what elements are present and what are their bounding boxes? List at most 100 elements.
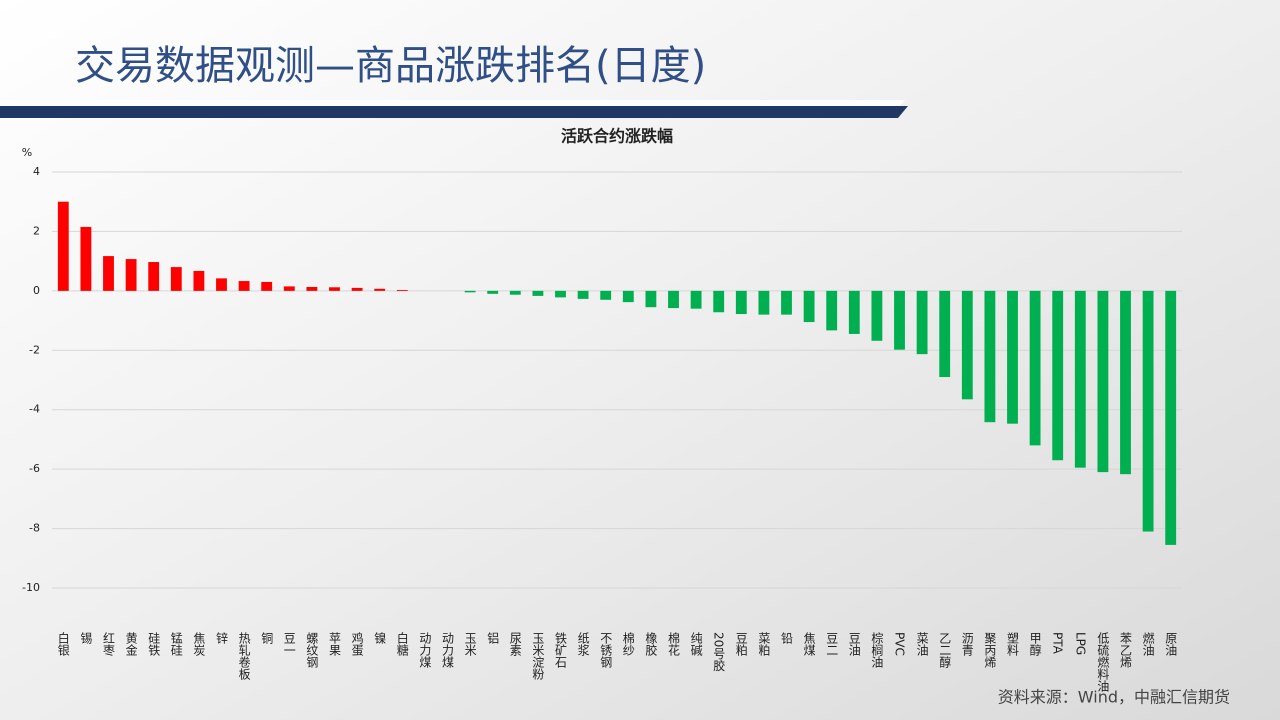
x-tick-label: 黄金 (124, 632, 138, 656)
bar (871, 290, 883, 341)
bar (1029, 290, 1041, 446)
bar (577, 290, 589, 299)
bar (555, 290, 566, 298)
x-tick-label: 菜粕 (757, 632, 771, 656)
x-tick-label: 20号胶 (712, 632, 726, 672)
bar (848, 290, 860, 334)
bar (984, 290, 996, 423)
x-tick-label: 铝 (486, 631, 500, 644)
y-axis-label: % (22, 146, 32, 159)
y-tick-label: -10 (22, 581, 40, 594)
y-tick-label: 2 (33, 224, 40, 237)
page-title: 交易数据观测—商品涨跌排名(日度) (75, 43, 706, 89)
x-tick-label: 铜 (260, 631, 274, 644)
bar (916, 290, 928, 355)
x-tick-label: 苹果 (328, 632, 342, 656)
bar (1052, 290, 1064, 461)
x-tick-label: 鸡蛋 (350, 631, 364, 657)
x-tick-label: 棉纱 (621, 632, 635, 656)
x-tick-label: 豆油 (847, 632, 861, 656)
bar (1165, 290, 1177, 545)
x-tick-label: 豆粕 (734, 632, 748, 656)
x-tick-label: 原油 (1164, 632, 1178, 656)
bar (80, 226, 92, 291)
x-tick-label: 苯乙烯 (1119, 632, 1133, 668)
bar (193, 270, 205, 291)
x-tick-label: 纸浆 (576, 632, 590, 656)
bar (1120, 290, 1131, 475)
bar (668, 290, 679, 309)
bar (894, 290, 905, 350)
bar (735, 290, 747, 315)
y-tick-label: -4 (29, 403, 40, 416)
bar (238, 281, 250, 291)
x-tick-label: 铅 (780, 632, 794, 644)
y-tick-label: -8 (29, 522, 40, 535)
bar (1007, 290, 1018, 424)
x-tick-label: 热轧卷板 (237, 632, 251, 681)
x-tick-label: PTA (1051, 632, 1065, 655)
x-tick-label: 豆一 (282, 632, 296, 656)
bar (509, 290, 521, 295)
bar (758, 290, 770, 315)
x-tick-label: 白糖 (395, 631, 409, 657)
x-tick-label: 锡 (79, 631, 93, 645)
x-tick-label: LPG (1073, 632, 1087, 655)
x-tick-label: 橡胶 (644, 632, 658, 657)
bar (1074, 290, 1086, 468)
bar (125, 259, 137, 291)
bar (826, 290, 838, 331)
x-tick-label: 铁矿石 (554, 632, 568, 668)
bar (216, 278, 227, 291)
x-tick-label: 玉米淀粉 (531, 632, 545, 680)
bar (57, 201, 69, 291)
y-tick-label: -6 (29, 462, 40, 475)
x-tick-label: 纯碱 (689, 632, 703, 657)
bar (329, 287, 340, 291)
y-tick-label: -2 (29, 343, 40, 356)
bar (622, 290, 634, 303)
bar (690, 290, 702, 309)
bar (532, 290, 544, 296)
chart-title: 活跃合约涨跌幅 (561, 127, 673, 146)
bar (396, 289, 408, 291)
x-tick-label: 塑料 (1006, 631, 1020, 656)
x-tick-label: 锌 (215, 632, 229, 644)
x-tick-label: 棕榈油 (870, 631, 884, 668)
bar (961, 290, 973, 400)
bar (939, 290, 951, 378)
x-tick-label: 焦炭 (192, 632, 206, 657)
x-tick-label: 硅铁 (147, 632, 161, 656)
bar (351, 287, 363, 291)
x-tick-label: 红枣 (102, 631, 116, 657)
x-tick-label: 焦煤 (802, 632, 816, 656)
y-tick-label: 0 (33, 284, 40, 297)
x-tick-label: 白银 (56, 631, 70, 656)
bar (464, 290, 476, 293)
x-tick-label: 不锈钢 (599, 632, 613, 668)
bar (261, 281, 273, 291)
x-tick-label: 豆二 (825, 632, 839, 656)
x-tick-label: 尿素 (508, 632, 522, 656)
x-tick-label: 低硫燃料油 (1096, 632, 1110, 692)
bar (803, 290, 815, 323)
x-tick-label: 锰硅 (169, 631, 183, 656)
x-tick-label: 甲醇 (1028, 632, 1042, 656)
bar (306, 286, 318, 291)
x-tick-label: 聚丙烯 (983, 632, 997, 668)
bar (374, 288, 386, 291)
bar (645, 290, 657, 308)
bar (487, 290, 499, 294)
bar (600, 290, 612, 300)
x-tick-label: 燃油 (1141, 631, 1155, 656)
bar (148, 262, 160, 291)
bar (781, 290, 792, 315)
x-tick-label: 玉米 (463, 632, 477, 656)
x-tick-label: PVC (893, 632, 907, 656)
bar (103, 256, 114, 291)
bar (283, 286, 295, 291)
x-tick-label: 动力煤 (418, 632, 432, 668)
header-band (0, 106, 908, 118)
